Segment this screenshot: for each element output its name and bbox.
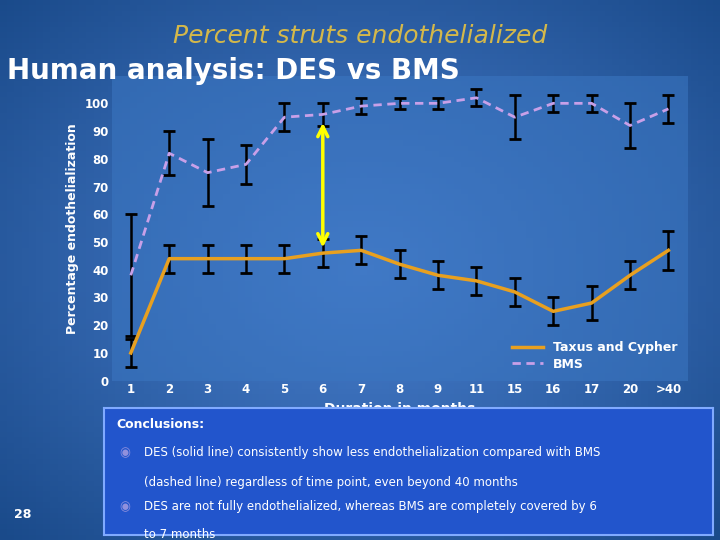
Text: ◉: ◉ <box>120 501 130 514</box>
Text: Human analysis: DES vs BMS: Human analysis: DES vs BMS <box>7 57 460 85</box>
Text: ◉: ◉ <box>120 446 130 459</box>
Legend: Taxus and Cypher, BMS: Taxus and Cypher, BMS <box>508 337 681 374</box>
X-axis label: Duration in months: Duration in months <box>324 402 475 416</box>
Text: (dashed line) regardless of time point, even beyond 40 months: (dashed line) regardless of time point, … <box>144 476 518 489</box>
Text: Percent struts endothelialized: Percent struts endothelialized <box>173 24 547 48</box>
Text: to 7 months: to 7 months <box>144 528 215 540</box>
Text: DES are not fully endothelialized, whereas BMS are completely covered by 6: DES are not fully endothelialized, where… <box>144 501 597 514</box>
Text: Conclusions:: Conclusions: <box>117 418 204 431</box>
Y-axis label: Percentage endothelialization: Percentage endothelialization <box>66 123 79 334</box>
Text: DES (solid line) consistently show less endothelialization compared with BMS: DES (solid line) consistently show less … <box>144 446 600 459</box>
Text: 28: 28 <box>14 508 32 522</box>
